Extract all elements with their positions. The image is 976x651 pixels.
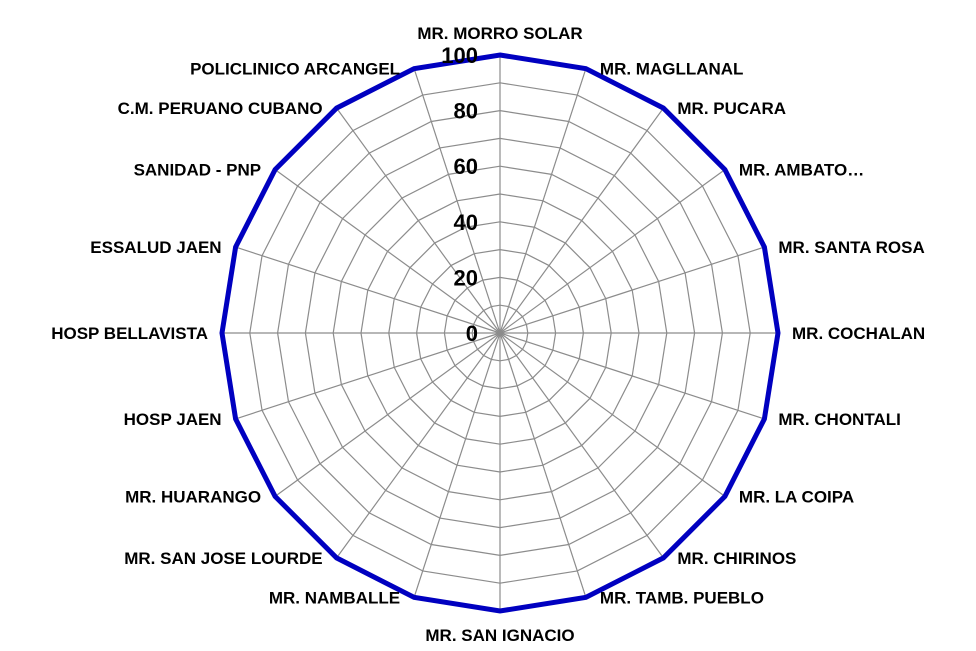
grid-spoke (499, 332, 587, 598)
tick-layer: 0 20 40 60 80 100 (441, 43, 478, 346)
grid-spoke (499, 332, 765, 420)
grid-spoke (336, 107, 501, 334)
grid-spoke (499, 246, 765, 334)
category-label: MR. MORRO SOLAR (417, 24, 582, 43)
category-label: HOSP BELLAVISTA (51, 324, 208, 343)
category-label: MR. CHIRINOS (677, 549, 796, 568)
series-layer (219, 52, 781, 614)
category-label: MR. SAN IGNACIO (425, 626, 574, 645)
radial-tick-label: 60 (454, 154, 478, 179)
category-label: MR. LA COIPA (739, 487, 854, 506)
grid-spoke (235, 246, 501, 334)
category-label: MR. CHONTALI (778, 410, 900, 429)
grid-spoke (499, 169, 726, 334)
category-label-layer: MR. MORRO SOLAR MR. MAGLLANAL MR. PUCARA MR… (51, 24, 925, 645)
category-label: C.M. PERUANO CUBANO (118, 99, 323, 118)
category-label: ESSALUD JAEN (90, 238, 221, 257)
grid-spoke (499, 332, 664, 559)
category-label: HOSP JAEN (124, 410, 222, 429)
category-label: MR. TAMB. PUEBLO (600, 588, 764, 607)
category-label: MR. AMBATO… (739, 161, 864, 180)
radial-tick-label: 0 (466, 321, 478, 346)
grid-spoke (499, 332, 726, 497)
radial-tick-label: 100 (441, 43, 478, 68)
category-label: MR. PUCARA (677, 99, 786, 118)
grid-spoke (235, 332, 501, 420)
grid-spoke (499, 107, 664, 334)
category-label: SANIDAD - PNP (134, 161, 262, 180)
radial-tick-label: 40 (454, 210, 478, 235)
radial-tick-label: 80 (454, 99, 478, 124)
grid-spoke (274, 332, 501, 497)
category-label: POLICLINICO ARCANGEL (190, 60, 400, 79)
grid-spoke (499, 68, 587, 334)
grid-spoke (413, 332, 501, 598)
grid-spoke (336, 332, 501, 559)
category-label: MR. SAN JOSE LOURDE (124, 549, 322, 568)
grid-spoke (274, 169, 501, 334)
grid-spoke (413, 68, 501, 334)
category-label: MR. NAMBALLE (269, 588, 400, 607)
category-label: MR. COCHALAN (792, 324, 925, 343)
grid-layer (221, 54, 779, 612)
category-label: MR. MAGLLANAL (600, 60, 744, 79)
category-label: MR. HUARANGO (125, 487, 261, 506)
radial-tick-label: 20 (454, 265, 478, 290)
category-label: MR. SANTA ROSA (778, 238, 924, 257)
